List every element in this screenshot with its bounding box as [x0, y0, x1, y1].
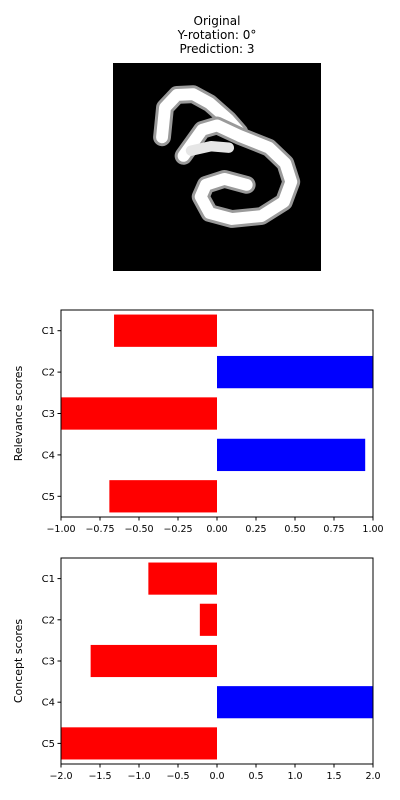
y-tick-label: C2: [42, 615, 55, 626]
y-tick-label: C1: [42, 574, 55, 585]
x-tick-label: −2.0: [49, 771, 72, 782]
x-tick-label: −1.0: [127, 771, 150, 782]
y-tick-label: C5: [42, 492, 55, 503]
bar-c1: [114, 314, 217, 347]
bar-c3: [61, 397, 217, 430]
digit-image: [113, 63, 321, 271]
y-axis-label: Concept scores: [12, 619, 25, 704]
bar-c2: [199, 603, 217, 636]
x-tick-label: −0.50: [124, 524, 153, 535]
bar-c3: [90, 644, 217, 678]
y-tick-label: C5: [42, 739, 55, 750]
concept-chart: C1 C2 C3 C4 C5 −2.0 −1.5 −1.0 −0.5 0.0 0.5 1.0 1.5 2.…: [12, 557, 381, 782]
x-tick-label: 0.0: [209, 771, 224, 782]
bar-c5: [61, 727, 217, 760]
y-tick-label: C3: [42, 657, 55, 668]
image-title-line-1: Original: [193, 14, 241, 28]
x-tick-label: 1.5: [326, 771, 341, 782]
image-title-line-2: Y-rotation: 0°: [177, 28, 257, 42]
x-tick-label: −0.25: [163, 524, 192, 535]
bar-c1: [148, 562, 217, 595]
x-tick-label: 0.5: [248, 771, 263, 782]
bar-c4: [217, 686, 373, 719]
relevance-chart: C1 C2 C3 C4 C5 −1.00 −0.75 −0.50 −0.25 0.00 0.25 0.…: [12, 309, 384, 535]
x-tick-label: −0.75: [85, 524, 114, 535]
x-tick-label: −0.5: [166, 771, 189, 782]
x-tick-label: 2.0: [365, 771, 380, 782]
x-tick-label: 0.50: [284, 524, 305, 535]
bar-c2: [217, 355, 373, 389]
x-tick-label: 1.0: [287, 771, 302, 782]
x-tick-label: 0.00: [206, 524, 227, 535]
bar-c4: [217, 438, 366, 472]
y-axis-label: Relevance scores: [12, 365, 25, 461]
y-tick-label: C1: [42, 326, 55, 337]
image-title-line-3: Prediction: 3: [179, 42, 255, 56]
y-tick-label: C4: [42, 450, 55, 461]
image-title: Original Y-rotation: 0° Prediction: 3: [112, 14, 322, 56]
x-tick-label: −1.5: [88, 771, 111, 782]
y-tick-label: C3: [42, 409, 55, 420]
x-tick-label: 1.00: [362, 524, 383, 535]
x-tick-label: 0.75: [323, 524, 344, 535]
bar-c5: [109, 480, 217, 513]
digit-strokes: [153, 85, 301, 228]
y-tick-label: C4: [42, 698, 55, 709]
y-tick-label: C2: [42, 368, 55, 379]
x-tick-label: −1.00: [46, 524, 75, 535]
x-tick-label: 0.25: [245, 524, 266, 535]
